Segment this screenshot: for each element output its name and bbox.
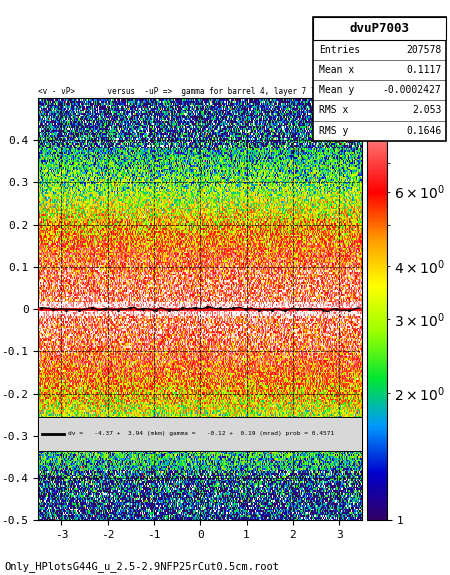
Text: 0.1117: 0.1117 xyxy=(406,65,441,75)
Text: dv =   -4.37 +  3.94 (mkm) gamma =   -0.12 +  0.19 (mrad) prob = 0.4571: dv = -4.37 + 3.94 (mkm) gamma = -0.12 + … xyxy=(68,431,335,436)
Text: Entries: Entries xyxy=(320,45,360,55)
Bar xyxy=(313,17,446,40)
Text: 2.053: 2.053 xyxy=(412,105,441,116)
Text: Mean x: Mean x xyxy=(320,65,355,75)
Text: RMS x: RMS x xyxy=(320,105,349,116)
Text: Only_HPlotsG44G_u_2.5-2.9NFP25rCut0.5cm.root: Only_HPlotsG44G_u_2.5-2.9NFP25rCut0.5cm.… xyxy=(4,561,279,572)
Bar xyxy=(38,417,362,451)
Text: <v - vP>       versus  -uP =>  gamma for barrel 4, layer 7 ladder 3, all wafers: <v - vP> versus -uP => gamma for barrel … xyxy=(38,87,404,95)
Text: RMS y: RMS y xyxy=(320,126,349,136)
Text: 0.1646: 0.1646 xyxy=(406,126,441,136)
Text: Mean y: Mean y xyxy=(320,85,355,95)
Text: -0.0002427: -0.0002427 xyxy=(383,85,441,95)
Text: 0: 0 xyxy=(400,79,407,89)
Text: 207578: 207578 xyxy=(406,45,441,55)
Text: dvuP7003: dvuP7003 xyxy=(349,22,409,35)
